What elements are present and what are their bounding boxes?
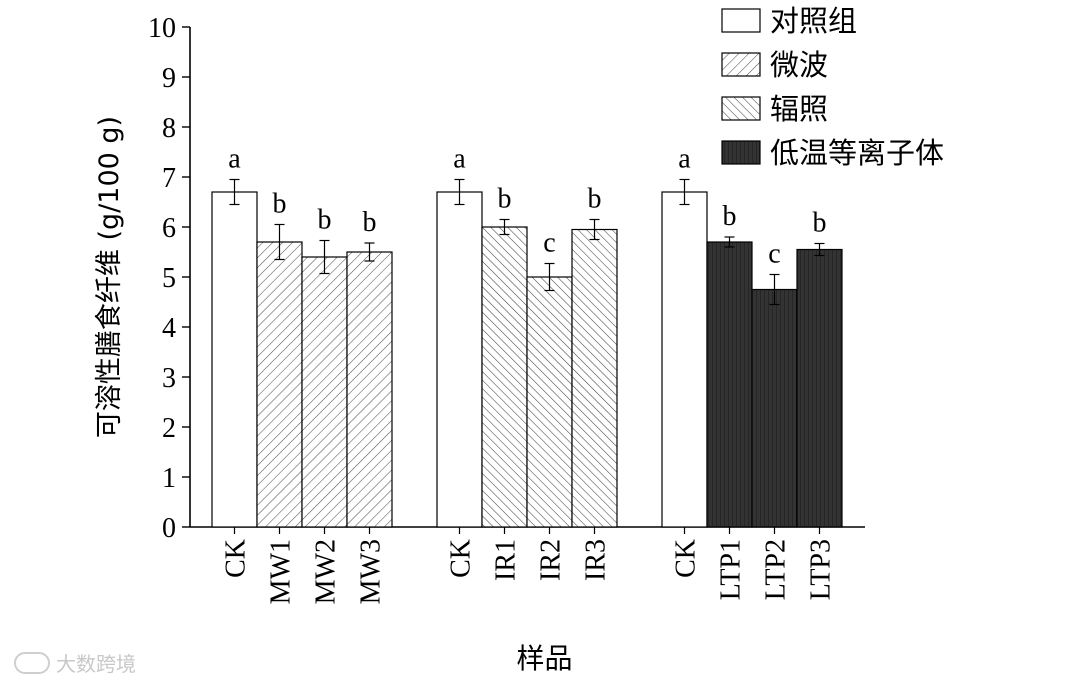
significance-letter: a	[453, 144, 466, 175]
y-tick-label: 1	[162, 463, 176, 494]
legend-swatch	[721, 52, 761, 77]
bar	[706, 241, 753, 528]
watermark: 大数跨境	[14, 648, 136, 677]
significance-letter: b	[723, 201, 737, 232]
bar	[661, 191, 708, 528]
significance-letter: b	[813, 208, 827, 239]
legend-swatch	[721, 8, 761, 33]
significance-letter: b	[588, 184, 602, 215]
y-tick-label: 4	[162, 313, 176, 344]
y-tick-label: 10	[148, 13, 176, 44]
bar	[211, 191, 258, 528]
x-tick-label: MW2	[311, 539, 342, 604]
y-tick-label: 9	[162, 63, 176, 94]
legend-label: 微波	[770, 48, 828, 82]
bar	[526, 276, 573, 528]
significance-letter: b	[498, 184, 512, 215]
significance-letter: b	[363, 207, 377, 238]
x-tick-label: CK	[221, 539, 252, 578]
bars	[211, 178, 843, 528]
x-tick-label: CK	[446, 539, 477, 578]
significance-letter: b	[318, 205, 332, 236]
significance-letter: c	[768, 239, 780, 270]
x-tick-label: LTP1	[716, 539, 747, 600]
bar	[436, 191, 483, 528]
x-axis-label: 样品	[516, 642, 572, 675]
watermark-text: 大数跨境	[56, 652, 136, 676]
x-tick-label: LTP3	[806, 539, 837, 600]
legend-swatch	[721, 96, 761, 121]
bar	[571, 228, 618, 528]
significance-letter: a	[678, 144, 691, 175]
x-tick-label: IR2	[536, 539, 567, 581]
x-tick-label: LTP2	[761, 539, 792, 600]
bar	[256, 241, 303, 528]
bar	[751, 288, 798, 528]
y-tick-label: 2	[162, 413, 176, 444]
x-tick-label: CK	[671, 539, 702, 578]
legend-label: 对照组	[770, 4, 857, 38]
y-tick-label: 3	[162, 363, 176, 394]
y-tick-label: 7	[162, 163, 176, 194]
x-tick-label: MW1	[266, 539, 297, 604]
bar	[301, 256, 348, 528]
y-tick-label: 5	[162, 263, 176, 294]
bar	[796, 248, 843, 528]
bar	[481, 226, 528, 528]
y-tick-label: 6	[162, 213, 176, 244]
significance-letter: b	[273, 189, 287, 220]
x-tick-label: MW3	[356, 539, 387, 604]
x-tick-label: IR1	[491, 539, 522, 581]
legend-label: 低温等离子体	[770, 136, 944, 170]
legend-label: 辐照	[770, 92, 828, 126]
tick-labels: 0 1 2 3 4 5 6 7 8 9 10 可溶性膳食纤维 (g/100 g) 样品 a CK b MW1 b M…	[94, 13, 837, 675]
significance-letter: c	[543, 228, 555, 259]
y-axis-label: 可溶性膳食纤维 (g/100 g)	[94, 116, 125, 438]
y-tick-label: 0	[162, 513, 176, 544]
x-tick-label: IR3	[581, 539, 612, 581]
significance-letter: a	[228, 144, 241, 175]
watermark-logo-icon	[14, 651, 50, 674]
y-tick-label: 8	[162, 113, 176, 144]
bar	[346, 251, 393, 528]
legend-swatch	[721, 140, 761, 165]
